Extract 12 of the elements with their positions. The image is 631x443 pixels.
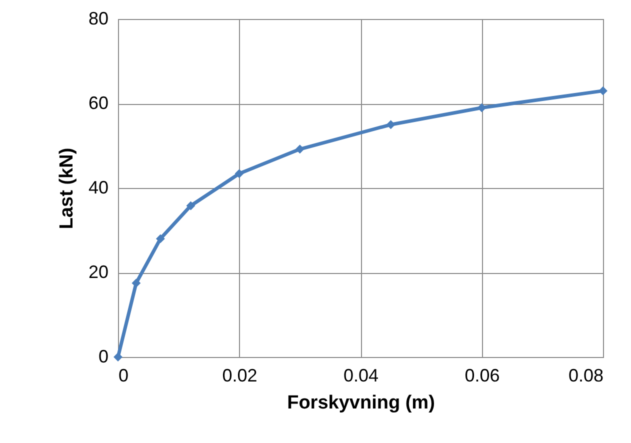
x-axis-title: Forskyvning (m) [287, 392, 435, 414]
y-tick-label: 80 [88, 8, 108, 28]
y-tick-label: 60 [88, 93, 108, 113]
x-tick-label: 0 [118, 366, 129, 386]
x-tick-label: 0.06 [464, 366, 500, 386]
y-tick-label: 20 [88, 262, 108, 282]
x-tick-label: 0.04 [343, 366, 379, 386]
x-tick-label: 0.08 [568, 366, 604, 386]
y-axis-title: Last (kN) [56, 148, 78, 230]
y-tick-label: 40 [88, 178, 108, 198]
y-tick-label: 0 [98, 346, 108, 366]
x-tick-label: 0.02 [222, 366, 258, 386]
